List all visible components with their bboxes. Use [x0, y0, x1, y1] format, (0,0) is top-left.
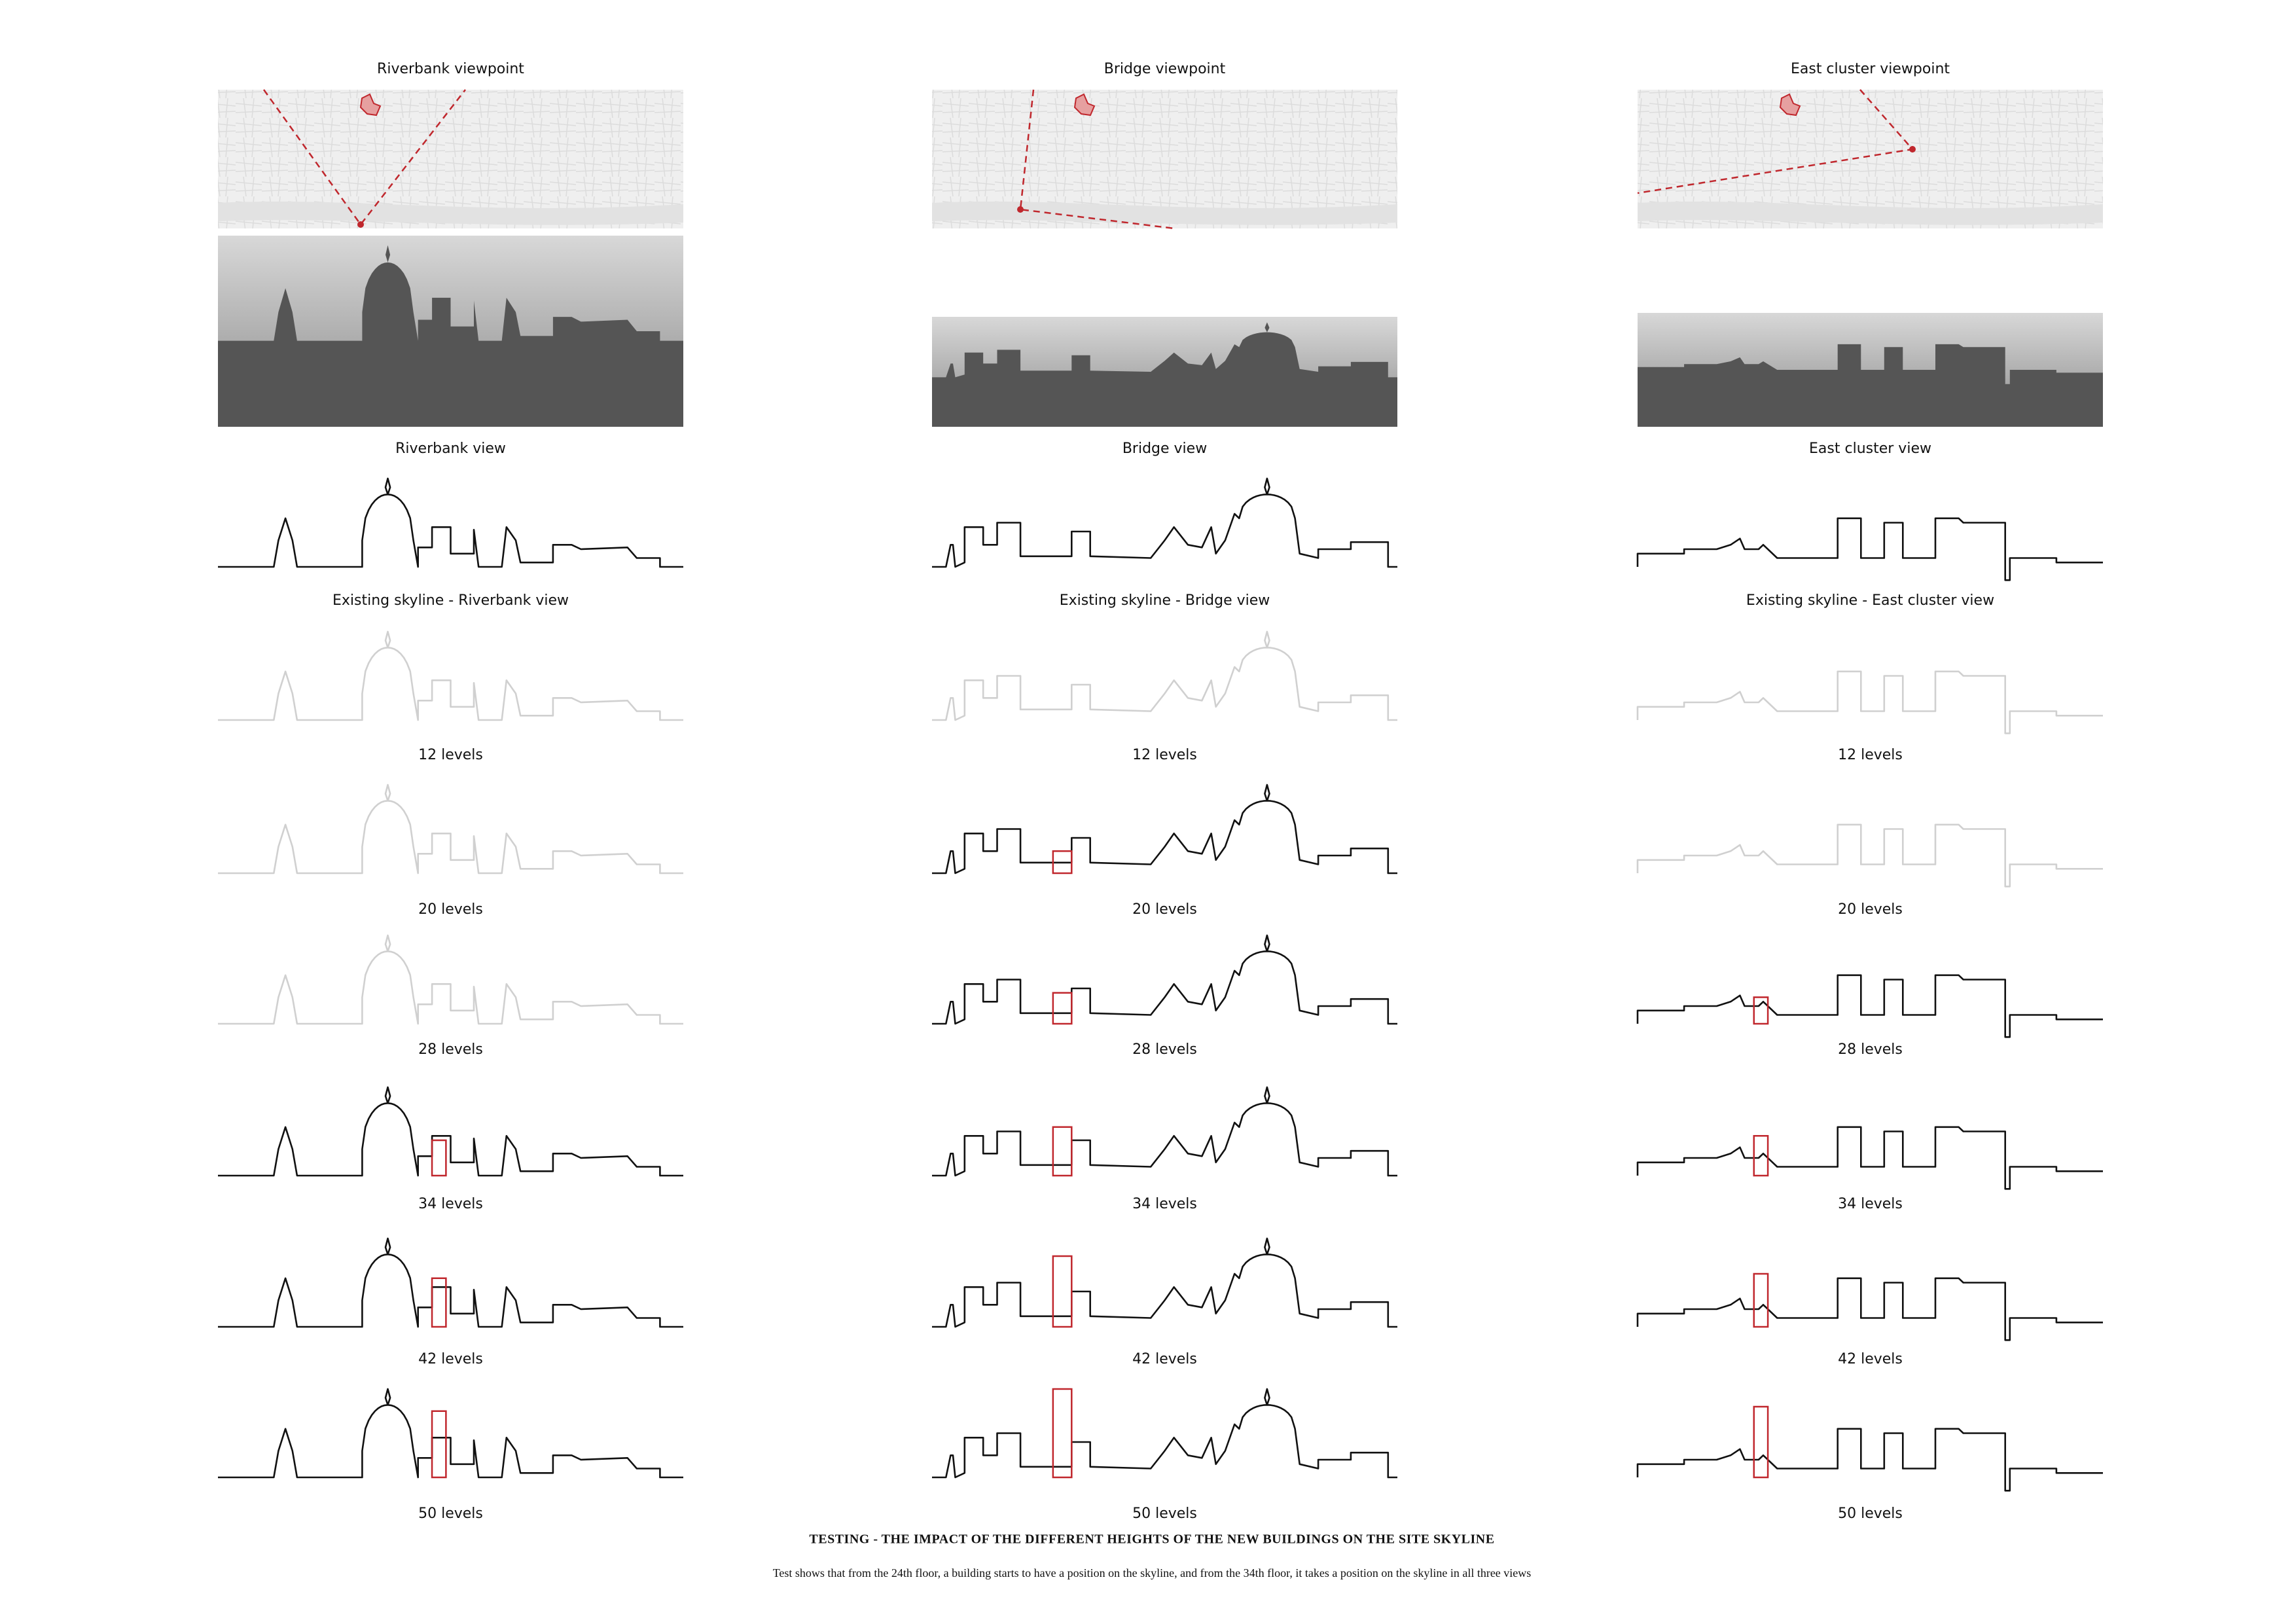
- test-label: 34 levels: [1838, 1196, 1903, 1212]
- test-label: 12 levels: [1838, 747, 1903, 763]
- test-skyline: [1636, 1277, 2103, 1341]
- test-skyline: [932, 1388, 1397, 1479]
- test-skyline: [1636, 670, 2103, 734]
- test-label: 42 levels: [418, 1351, 483, 1367]
- viewpoint-dot: [357, 221, 364, 228]
- new-building: [431, 1139, 447, 1177]
- viewpoint-title: Bridge viewpoint: [1104, 61, 1226, 77]
- site-outline: [1073, 93, 1096, 117]
- test-label: 20 levels: [418, 901, 483, 918]
- new-building: [1052, 1388, 1073, 1479]
- test-skyline: [218, 630, 683, 721]
- new-building: [1052, 850, 1073, 875]
- viewpoint-dot: [1909, 146, 1916, 153]
- new-building: [1052, 992, 1073, 1025]
- viewpoint-dot: [1017, 206, 1024, 213]
- test-skyline: [1636, 1428, 2103, 1492]
- photo-buildings: [932, 322, 1397, 427]
- photo-buildings: [218, 245, 683, 427]
- test-skyline: [218, 1388, 683, 1479]
- new-building: [1753, 996, 1769, 1025]
- test-label: 50 levels: [1132, 1506, 1197, 1522]
- test-skyline: [1636, 974, 2103, 1038]
- test-skyline: [218, 1086, 683, 1177]
- test-label: 12 levels: [418, 747, 483, 763]
- view-label: Riverbank view: [395, 441, 506, 457]
- test-skyline: [1636, 823, 2103, 888]
- test-label: 28 levels: [1838, 1041, 1903, 1058]
- new-building: [1753, 1135, 1769, 1177]
- new-building: [431, 1410, 447, 1479]
- new-building: [1052, 1126, 1073, 1177]
- test-label: 50 levels: [1838, 1506, 1903, 1522]
- existing-label: Existing skyline - Riverbank view: [332, 592, 569, 609]
- new-building: [1753, 1272, 1769, 1328]
- new-building: [1052, 1255, 1073, 1328]
- test-skyline: [932, 934, 1397, 1025]
- site-outline: [1779, 93, 1801, 117]
- view-label: East cluster view: [1809, 441, 1931, 457]
- test-label: 34 levels: [1132, 1196, 1197, 1212]
- test-skyline: [932, 1237, 1397, 1328]
- view-label: Bridge view: [1122, 441, 1207, 457]
- test-label: 20 levels: [1838, 901, 1903, 918]
- test-skyline: [218, 1237, 683, 1328]
- sight-line: [1019, 89, 1175, 230]
- test-skyline: [218, 934, 683, 1025]
- test-label: 42 levels: [1838, 1351, 1903, 1367]
- river: [218, 201, 683, 225]
- test-skyline: [932, 784, 1397, 875]
- footer-caption: Test shows that from the 24th floor, a b…: [773, 1566, 1532, 1579]
- test-label: 50 levels: [418, 1506, 483, 1522]
- test-skyline: [932, 1086, 1397, 1177]
- test-skyline: [1636, 1126, 2103, 1190]
- test-skyline: [932, 630, 1397, 721]
- test-label: 28 levels: [418, 1041, 483, 1058]
- photo-buildings: [1638, 344, 2103, 427]
- existing-skyline: [1636, 517, 2103, 581]
- existing-label: Existing skyline - East cluster view: [1746, 592, 1994, 609]
- viewpoint-title: East cluster viewpoint: [1791, 61, 1950, 77]
- existing-label: Existing skyline - Bridge view: [1060, 592, 1270, 609]
- site-outline: [359, 93, 382, 117]
- sight-line: [262, 89, 466, 226]
- new-building: [1753, 1405, 1769, 1479]
- test-label: 12 levels: [1132, 747, 1197, 763]
- test-skyline: [218, 784, 683, 875]
- existing-skyline: [218, 477, 683, 568]
- test-label: 28 levels: [1132, 1041, 1197, 1058]
- viewpoint-title: Riverbank viewpoint: [377, 61, 524, 77]
- river: [1638, 201, 2103, 225]
- test-label: 34 levels: [418, 1196, 483, 1212]
- footer-title: TESTING - THE IMPACT OF THE DIFFERENT HE…: [809, 1532, 1494, 1547]
- river: [932, 201, 1397, 225]
- test-label: 20 levels: [1132, 901, 1197, 918]
- new-building: [431, 1277, 447, 1328]
- test-label: 42 levels: [1132, 1351, 1197, 1367]
- existing-skyline: [932, 477, 1397, 568]
